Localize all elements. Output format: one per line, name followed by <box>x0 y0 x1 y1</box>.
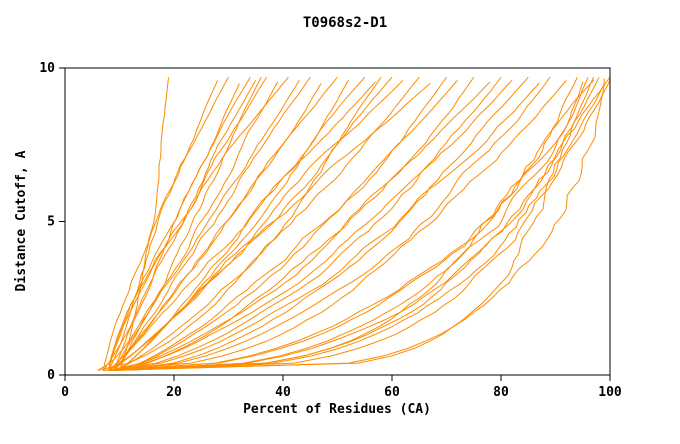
model-curve <box>97 76 382 371</box>
axis-ticks: 0 20 40 60 80 100 0 5 10 <box>39 61 622 400</box>
model-curve <box>113 83 540 371</box>
curve-lines <box>97 76 611 371</box>
model-curve <box>102 80 219 371</box>
model-curve <box>113 81 376 371</box>
model-curve <box>108 76 475 371</box>
model-curve <box>108 76 551 371</box>
model-curve <box>103 79 594 371</box>
model-curve <box>113 76 502 371</box>
model-curve <box>119 79 404 371</box>
model-curve <box>108 83 605 371</box>
model-curve <box>108 76 268 371</box>
model-curve <box>97 76 262 371</box>
model-curve <box>119 81 491 371</box>
model-curve <box>108 76 229 371</box>
model-curve <box>108 83 431 371</box>
model-curve <box>113 78 605 371</box>
model-curve <box>108 76 289 371</box>
chart-title: T0968s2-D1 <box>303 15 387 31</box>
model-curve <box>113 81 279 371</box>
model-curve <box>113 76 251 371</box>
model-curve <box>113 76 338 371</box>
model-curve <box>113 77 170 371</box>
model-curve <box>108 83 322 371</box>
x-tick-label: 80 <box>493 385 509 400</box>
model-curve <box>119 80 300 371</box>
model-curve <box>113 76 600 371</box>
model-curve <box>113 76 420 371</box>
y-axis-label: Distance Cutoff, A <box>14 150 29 291</box>
model-curve <box>113 76 311 371</box>
model-curve <box>103 79 567 371</box>
x-tick-label: 40 <box>275 385 291 400</box>
y-tick-label: 0 <box>47 368 55 383</box>
model-curve <box>113 76 611 371</box>
model-curve <box>108 80 349 371</box>
y-tick-label: 5 <box>47 215 55 230</box>
model-curve <box>113 79 458 371</box>
model-curve <box>119 76 447 371</box>
model-curve <box>108 79 513 371</box>
x-tick-label: 60 <box>384 385 400 400</box>
model-curve <box>119 76 366 371</box>
model-curve <box>108 76 578 371</box>
model-curve <box>108 83 240 371</box>
x-tick-label: 20 <box>166 385 182 400</box>
model-curve <box>119 76 529 371</box>
y-tick-label: 10 <box>39 61 55 76</box>
model-curve <box>119 80 611 371</box>
x-axis-label: Percent of Residues (CA) <box>243 402 431 417</box>
x-tick-label: 0 <box>61 385 69 400</box>
x-tick-label: 100 <box>598 385 622 400</box>
